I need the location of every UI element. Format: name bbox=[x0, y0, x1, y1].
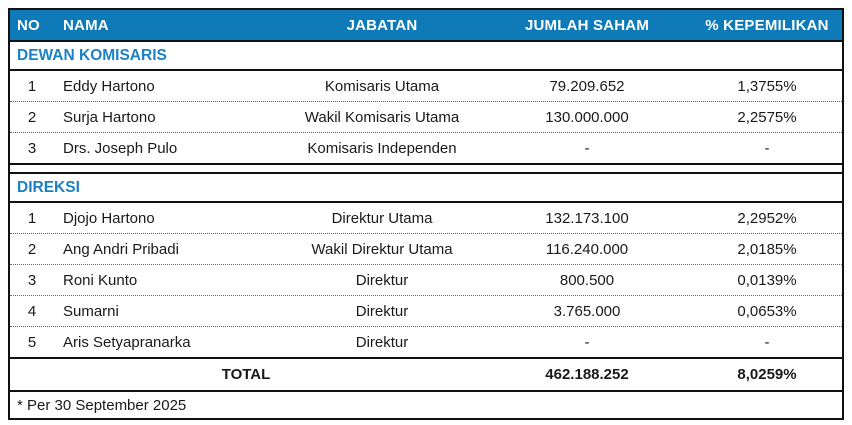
table-row: 4 Sumarni Direktur 3.765.000 0,0653% bbox=[10, 296, 842, 327]
cell-no: 5 bbox=[27, 333, 37, 351]
cell-jumlah-saham: 116.240.000 bbox=[545, 240, 629, 258]
column-header-no: NO bbox=[17, 16, 40, 34]
section-header-dewan-komisaris: DEWAN KOMISARIS bbox=[10, 42, 842, 71]
cell-no: 3 bbox=[27, 139, 37, 157]
table-row: 2 Surja Hartono Wakil Komisaris Utama 13… bbox=[10, 102, 842, 133]
total-row: TOTAL 462.188.252 8,0259% bbox=[10, 359, 842, 392]
cell-no: 3 bbox=[27, 271, 37, 289]
cell-nama: Djojo Hartono bbox=[63, 209, 155, 227]
cell-jabatan: Direktur Utama bbox=[331, 209, 433, 227]
table-row: 1 Eddy Hartono Komisaris Utama 79.209.65… bbox=[10, 71, 842, 102]
cell-jumlah-saham: 79.209.652 bbox=[549, 77, 625, 95]
table-row: 2 Ang Andri Pribadi Wakil Direktur Utama… bbox=[10, 234, 842, 265]
cell-jabatan: Komisaris Utama bbox=[324, 77, 440, 95]
cell-no: 4 bbox=[27, 302, 37, 320]
total-kepemilikan: 8,0259% bbox=[737, 366, 797, 383]
footnote: * Per 30 September 2025 bbox=[17, 396, 187, 414]
cell-kepemilikan: 2,0185% bbox=[737, 240, 797, 258]
total-label: TOTAL bbox=[221, 366, 271, 383]
cell-jumlah-saham: 3.765.000 bbox=[553, 302, 621, 320]
cell-kepemilikan: 0,0653% bbox=[737, 302, 797, 320]
cell-kepemilikan: 0,0139% bbox=[737, 271, 797, 289]
cell-no: 2 bbox=[27, 108, 37, 126]
cell-nama: Surja Hartono bbox=[63, 108, 156, 126]
cell-nama: Eddy Hartono bbox=[63, 77, 155, 95]
cell-kepemilikan: 2,2575% bbox=[737, 108, 797, 126]
section-divider bbox=[10, 165, 842, 174]
cell-kepemilikan: 1,3755% bbox=[737, 77, 797, 95]
table-row: 3 Roni Kunto Direktur 800.500 0,0139% bbox=[10, 265, 842, 296]
cell-nama: Drs. Joseph Pulo bbox=[63, 139, 178, 157]
cell-kepemilikan: 2,2952% bbox=[737, 209, 797, 227]
cell-nama: Roni Kunto bbox=[63, 271, 138, 289]
cell-no: 1 bbox=[27, 77, 37, 95]
cell-jabatan: Wakil Direktur Utama bbox=[311, 240, 453, 258]
column-header-jabatan: JABATAN bbox=[346, 16, 418, 34]
cell-jumlah-saham: 130.000.000 bbox=[545, 108, 629, 126]
cell-jabatan: Wakil Komisaris Utama bbox=[304, 108, 460, 126]
cell-jabatan: Direktur bbox=[355, 271, 409, 289]
cell-nama: Ang Andri Pribadi bbox=[63, 240, 179, 258]
column-header-nama: NAMA bbox=[63, 16, 109, 34]
section-header-direksi: DIREKSI bbox=[10, 174, 842, 203]
table-header-row: NO NAMA JABATAN JUMLAH SAHAM % KEPEMILIK… bbox=[10, 10, 842, 42]
total-jumlah-saham: 462.188.252 bbox=[545, 366, 629, 383]
table-row: 5 Aris Setyapranarka Direktur - - bbox=[10, 327, 842, 359]
cell-jumlah-saham: 132.173.100 bbox=[545, 209, 629, 227]
cell-nama: Aris Setyapranarka bbox=[63, 333, 191, 351]
cell-no: 2 bbox=[27, 240, 37, 258]
column-header-kepemilikan: % KEPEMILIKAN bbox=[705, 16, 829, 34]
cell-kepemilikan: - bbox=[764, 333, 770, 351]
cell-jumlah-saham: - bbox=[584, 139, 590, 157]
cell-jumlah-saham: - bbox=[584, 333, 590, 351]
column-header-jumlah-saham: JUMLAH SAHAM bbox=[524, 16, 650, 34]
cell-nama: Sumarni bbox=[63, 302, 119, 320]
cell-kepemilikan: - bbox=[764, 139, 770, 157]
cell-no: 1 bbox=[27, 209, 37, 227]
cell-jabatan: Komisaris Independen bbox=[307, 139, 457, 157]
cell-jabatan: Direktur bbox=[355, 333, 409, 351]
shareholding-table: NO NAMA JABATAN JUMLAH SAHAM % KEPEMILIK… bbox=[8, 8, 844, 420]
table-row: 3 Drs. Joseph Pulo Komisaris Independen … bbox=[10, 133, 842, 165]
cell-jabatan: Direktur bbox=[355, 302, 409, 320]
cell-jumlah-saham: 800.500 bbox=[559, 271, 615, 289]
table-row: 1 Djojo Hartono Direktur Utama 132.173.1… bbox=[10, 203, 842, 234]
